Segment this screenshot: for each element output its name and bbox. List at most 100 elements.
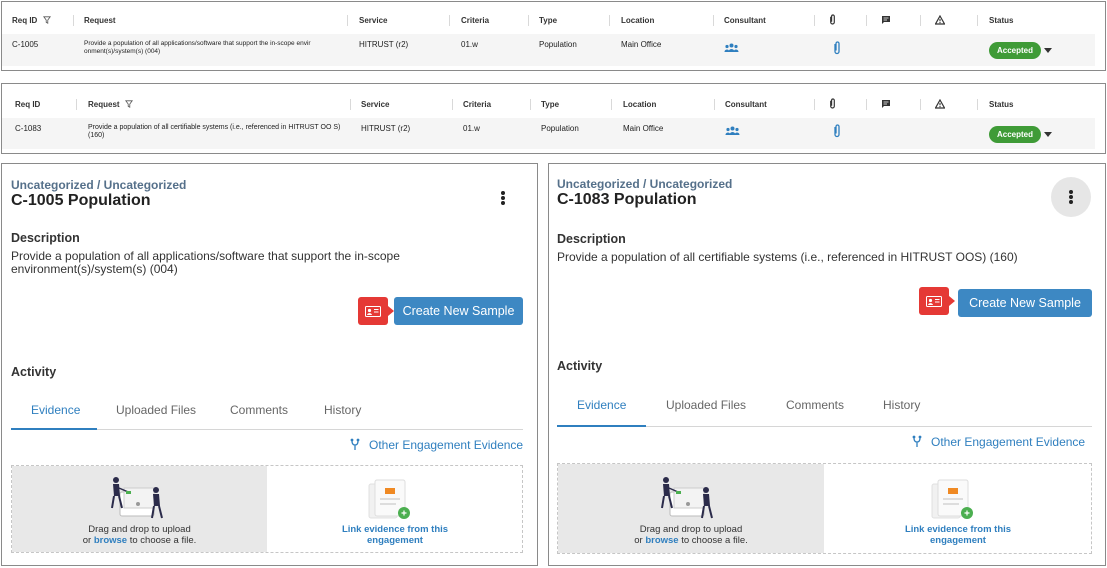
- col-separator: [76, 99, 77, 110]
- more-options-icon[interactable]: [483, 178, 523, 218]
- col-header-consultant[interactable]: Consultant: [724, 16, 766, 25]
- create-new-sample-button[interactable]: Create New Sample: [394, 297, 523, 325]
- filter-icon[interactable]: [42, 16, 51, 24]
- attachment-header-icon[interactable]: [828, 14, 837, 25]
- tab-history[interactable]: History: [324, 403, 362, 417]
- id-card-icon: [365, 306, 381, 317]
- document-link-illustration-icon: [931, 479, 973, 519]
- col-header-criteria[interactable]: Criteria: [461, 16, 490, 25]
- status-badge[interactable]: Accepted: [989, 126, 1042, 143]
- col-header-label: Request: [88, 100, 120, 109]
- table-header-row: Req ID Request Service Criteria Type Loc…: [2, 94, 1105, 114]
- tab-divider: [557, 426, 1092, 427]
- attachment-header-icon[interactable]: [828, 98, 837, 109]
- browse-link[interactable]: browse: [645, 535, 679, 546]
- other-engagement-evidence-link[interactable]: Other Engagement Evidence: [369, 438, 524, 452]
- tab-evidence[interactable]: Evidence: [31, 403, 81, 417]
- upload-illustration-icon: [661, 477, 713, 519]
- page-title: C-1005 Population: [11, 192, 151, 209]
- link-evidence-text[interactable]: Link evidence from this engagement: [904, 524, 1012, 546]
- attachment-icon[interactable]: [832, 41, 842, 55]
- id-card-icon: [926, 296, 942, 307]
- drag-line-2: or browse to choose a file.: [12, 535, 267, 546]
- merge-branch-icon[interactable]: [912, 435, 922, 448]
- drag-or-text: or: [634, 535, 643, 546]
- col-separator: [449, 15, 450, 26]
- tab-comments[interactable]: Comments: [786, 398, 845, 412]
- cell-req-id: C-1005: [12, 40, 39, 49]
- cell-request: Provide a population of all certifiable …: [88, 124, 341, 139]
- col-header-req-id[interactable]: Req ID: [15, 100, 41, 109]
- col-header-type[interactable]: Type: [539, 16, 558, 25]
- col-header-type[interactable]: Type: [541, 100, 560, 109]
- filter-icon[interactable]: [124, 100, 133, 108]
- other-engagement-evidence-link[interactable]: Other Engagement Evidence: [931, 435, 1086, 449]
- comment-header-icon[interactable]: [881, 15, 891, 25]
- active-tab-indicator: [11, 428, 97, 430]
- tab-history[interactable]: History: [883, 398, 921, 412]
- evidence-dropzone[interactable]: Drag and drop to upload or browse to cho…: [557, 463, 1092, 554]
- description-text: Provide a population of all applications…: [11, 249, 400, 276]
- col-separator: [713, 15, 714, 26]
- col-header-request[interactable]: Request: [84, 16, 116, 25]
- merge-branch-icon[interactable]: [350, 438, 360, 451]
- breadcrumb-category[interactable]: Uncategorized / Uncategorized: [557, 177, 733, 191]
- kebab-dot: [1069, 200, 1073, 204]
- kebab-dot: [501, 196, 505, 200]
- sample-icon: [358, 297, 394, 325]
- document-link-illustration-icon: [368, 479, 410, 519]
- kebab-dot: [501, 191, 505, 195]
- col-separator: [530, 99, 531, 110]
- col-header-criteria[interactable]: Criteria: [463, 100, 492, 109]
- status-dropdown-caret-icon[interactable]: [1044, 48, 1052, 53]
- drag-drop-instructions: Drag and drop to upload or browse to cho…: [558, 524, 824, 546]
- tab-uploaded-files[interactable]: Uploaded Files: [116, 403, 197, 417]
- col-separator: [611, 99, 612, 110]
- col-header-service[interactable]: Service: [359, 16, 388, 25]
- create-new-sample-button[interactable]: Create New Sample: [958, 289, 1092, 317]
- link-evidence-area[interactable]: Link evidence from this engagement: [267, 466, 522, 552]
- request-table-1: Req ID Request Service Criteria Type Loc…: [1, 1, 1106, 71]
- active-tab-indicator: [557, 425, 646, 427]
- consultant-group-icon[interactable]: [724, 43, 739, 52]
- more-options-icon[interactable]: [1051, 177, 1091, 217]
- tab-evidence[interactable]: Evidence: [577, 398, 627, 412]
- upload-area[interactable]: Drag and drop to upload or browse to cho…: [12, 466, 267, 552]
- col-header-req-id[interactable]: Req ID: [12, 16, 51, 25]
- col-separator: [714, 99, 715, 110]
- evidence-dropzone[interactable]: Drag and drop to upload or browse to cho…: [11, 465, 523, 553]
- request-detail-panel-2: Uncategorized / Uncategorized C-1083 Pop…: [548, 163, 1106, 566]
- drag-line-1: Drag and drop to upload: [88, 524, 191, 535]
- col-header-status[interactable]: Status: [989, 16, 1014, 25]
- link-evidence-text[interactable]: Link evidence from this engagement: [341, 524, 449, 546]
- cell-criteria: 01.w: [461, 40, 478, 49]
- tab-uploaded-files[interactable]: Uploaded Files: [666, 398, 747, 412]
- col-separator: [977, 99, 978, 110]
- warning-header-icon[interactable]: [935, 15, 945, 25]
- cell-location: Main Office: [623, 124, 664, 133]
- col-header-status[interactable]: Status: [989, 100, 1014, 109]
- consultant-group-icon[interactable]: [725, 126, 740, 135]
- comment-header-icon[interactable]: [881, 99, 891, 109]
- col-header-service[interactable]: Service: [361, 100, 390, 109]
- status-badge[interactable]: Accepted: [989, 42, 1042, 59]
- col-header-location[interactable]: Location: [621, 16, 655, 25]
- browse-link[interactable]: browse: [93, 535, 128, 546]
- attachment-icon[interactable]: [832, 124, 842, 138]
- col-separator: [866, 99, 867, 110]
- status-dropdown-caret-icon[interactable]: [1044, 132, 1052, 137]
- table-row[interactable]: C-1083 Provide a population of all certi…: [2, 118, 1095, 149]
- tab-comments[interactable]: Comments: [230, 403, 289, 417]
- col-separator: [528, 15, 529, 26]
- breadcrumb-category[interactable]: Uncategorized / Uncategorized: [11, 178, 187, 192]
- col-separator: [73, 15, 74, 26]
- table-row[interactable]: C-1005 Provide a population of all appli…: [2, 34, 1095, 66]
- col-header-request[interactable]: Request: [88, 100, 133, 109]
- drag-or-text: or: [82, 535, 92, 546]
- warning-header-icon[interactable]: [935, 99, 945, 109]
- col-header-consultant[interactable]: Consultant: [725, 100, 767, 109]
- link-evidence-area[interactable]: Link evidence from this engagement: [824, 464, 1091, 553]
- drag-rest-text: to choose a file.: [681, 535, 748, 546]
- upload-area[interactable]: Drag and drop to upload or browse to cho…: [558, 464, 824, 553]
- col-header-location[interactable]: Location: [623, 100, 657, 109]
